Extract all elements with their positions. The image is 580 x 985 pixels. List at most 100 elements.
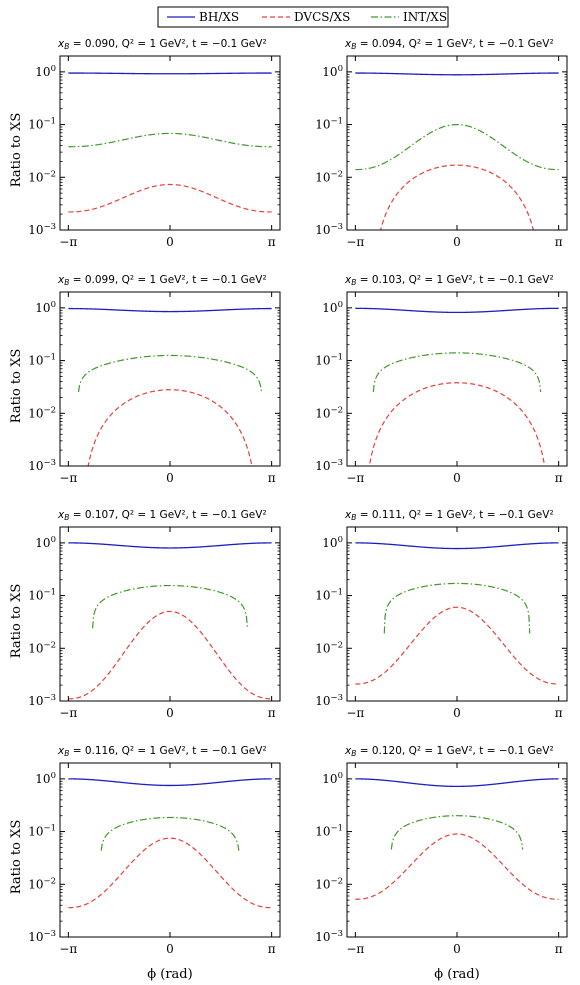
panel-curves <box>68 72 272 213</box>
bh-curve <box>68 778 272 787</box>
panel-title: xB = 0.090, Q² = 1 GeV², t = −0.1 GeV² <box>57 38 267 51</box>
panel-title: xB = 0.111, Q² = 1 GeV², t = −0.1 GeV² <box>344 509 554 522</box>
y-axis-label: Ratio to XS <box>9 820 24 895</box>
y-tick-label: 10−1 <box>28 353 56 368</box>
x-tick-label: −π <box>346 235 364 249</box>
y-tick-label: 10−2 <box>315 640 343 655</box>
int-curve <box>92 584 248 629</box>
x-tick-label: 0 <box>166 706 174 720</box>
panel-3: xB = 0.103, Q² = 1 GeV², t = −0.1 GeV²10… <box>315 274 568 485</box>
x-axis-label: ϕ (rad) <box>434 967 479 982</box>
legend-label-dvcs: DVCS/XS <box>294 10 350 24</box>
y-tick-label: 100 <box>322 771 343 786</box>
y-tick-label: 100 <box>35 300 56 315</box>
dvcs-curve <box>379 164 535 230</box>
axes-frame <box>59 55 281 231</box>
bh-curve <box>355 778 559 788</box>
panel-5: xB = 0.111, Q² = 1 GeV², t = −0.1 GeV² 10… <box>315 509 568 720</box>
x-tick-label: π <box>555 942 563 956</box>
x-tick-label: π <box>555 706 563 720</box>
panel-curves <box>68 307 272 466</box>
legend-frame <box>157 6 449 28</box>
panel-title: xB = 0.094, Q² = 1 GeV², t = −0.1 GeV² <box>344 38 554 51</box>
y-tick-label: 10−1 <box>28 588 56 603</box>
panel-0: xB = 0.090, Q² = 1 GeV², t = −0.1 GeV²10… <box>28 38 281 249</box>
y-tick-label: 100 <box>35 535 56 550</box>
x-axis-label: ϕ (rad) <box>147 967 192 982</box>
axes-frame <box>346 291 568 467</box>
bh-curve <box>355 307 559 314</box>
x-tick-label: π <box>268 942 276 956</box>
x-tick-label: −π <box>59 942 77 956</box>
x-tick-label: π <box>555 471 563 485</box>
dvcs-curve <box>355 606 559 685</box>
x-tick-label: 0 <box>453 235 461 249</box>
panel-curves <box>68 778 272 909</box>
y-tick-label: 100 <box>35 771 56 786</box>
dvcs-curve <box>355 833 559 900</box>
x-tick-label: π <box>555 235 563 249</box>
y-tick-label: 10−1 <box>315 824 343 839</box>
int-curve <box>68 132 272 148</box>
panel-4: xB = 0.107, Q² = 1 GeV², t = −0.1 GeV²10… <box>28 509 281 720</box>
dvcs-curve <box>68 610 272 700</box>
panel-curves <box>355 307 559 466</box>
int-curve <box>372 352 542 392</box>
x-tick-label: −π <box>346 706 364 720</box>
x-tick-label: 0 <box>453 942 461 956</box>
int-curve <box>355 123 559 171</box>
panel-title: xB = 0.116, Q² = 1 GeV², t = −0.1 GeV² <box>57 745 267 758</box>
y-tick-label: 100 <box>322 64 343 79</box>
legend-label-bh: BH/XS <box>199 10 239 24</box>
y-tick-label: 10−2 <box>28 405 56 420</box>
y-tick-label: 10−3 <box>28 222 56 237</box>
panel-curves <box>355 72 559 230</box>
y-axis-label: Ratio to XS <box>9 113 24 188</box>
x-tick-label: π <box>268 235 276 249</box>
bh-curve <box>68 72 272 75</box>
y-tick-label: 10−3 <box>315 929 343 944</box>
x-tick-label: −π <box>59 706 77 720</box>
y-tick-label: 10−3 <box>315 222 343 237</box>
y-tick-label: 100 <box>35 64 56 79</box>
y-tick-label: 10−2 <box>28 876 56 891</box>
y-tick-label: 10−1 <box>28 117 56 132</box>
y-axis-label: Ratio to XS <box>9 584 24 659</box>
panel-6: xB = 0.116, Q² = 1 GeV², t = −0.1 GeV²10… <box>28 745 281 956</box>
x-tick-label: 0 <box>453 706 461 720</box>
axes-frame <box>346 526 568 702</box>
y-tick-label: 10−1 <box>315 117 343 132</box>
axes-frame <box>59 291 281 467</box>
y-tick-label: 10−2 <box>28 169 56 184</box>
y-tick-label: 100 <box>322 300 343 315</box>
y-tick-label: 10−1 <box>28 824 56 839</box>
y-tick-label: 10−2 <box>315 169 343 184</box>
bh-curve <box>68 307 272 313</box>
x-tick-label: 0 <box>166 942 174 956</box>
y-tick-label: 10−3 <box>28 929 56 944</box>
x-tick-label: −π <box>59 471 77 485</box>
x-tick-label: 0 <box>453 471 461 485</box>
y-axis-label: Ratio to XS <box>9 349 24 424</box>
y-tick-label: 10−2 <box>28 640 56 655</box>
y-tick-label: 10−3 <box>28 458 56 473</box>
dvcs-curve <box>68 837 272 909</box>
panel-curves <box>68 542 272 700</box>
panel-curves <box>355 542 559 685</box>
int-curve <box>100 816 240 851</box>
panel-title: xB = 0.107, Q² = 1 GeV², t = −0.1 GeV² <box>57 509 267 522</box>
x-tick-label: −π <box>346 942 364 956</box>
y-tick-label: 10−1 <box>315 353 343 368</box>
axes-frame <box>59 762 281 938</box>
y-tick-label: 10−3 <box>315 693 343 708</box>
x-tick-label: π <box>268 471 276 485</box>
dvcs-curve <box>68 183 272 213</box>
panel-7: xB = 0.120, Q² = 1 GeV², t = −0.1 GeV²10… <box>315 745 568 956</box>
y-tick-label: 10−2 <box>315 876 343 891</box>
x-tick-label: 0 <box>166 471 174 485</box>
dvcs-curve <box>368 382 546 466</box>
legend: BH/XS DVCS/XS INT/XS <box>157 6 449 28</box>
y-tick-label: 10−1 <box>315 588 343 603</box>
axes-frame <box>346 762 568 938</box>
panel-2: xB = 0.099, Q² = 1 GeV², t = −0.1 GeV²10… <box>28 274 281 485</box>
